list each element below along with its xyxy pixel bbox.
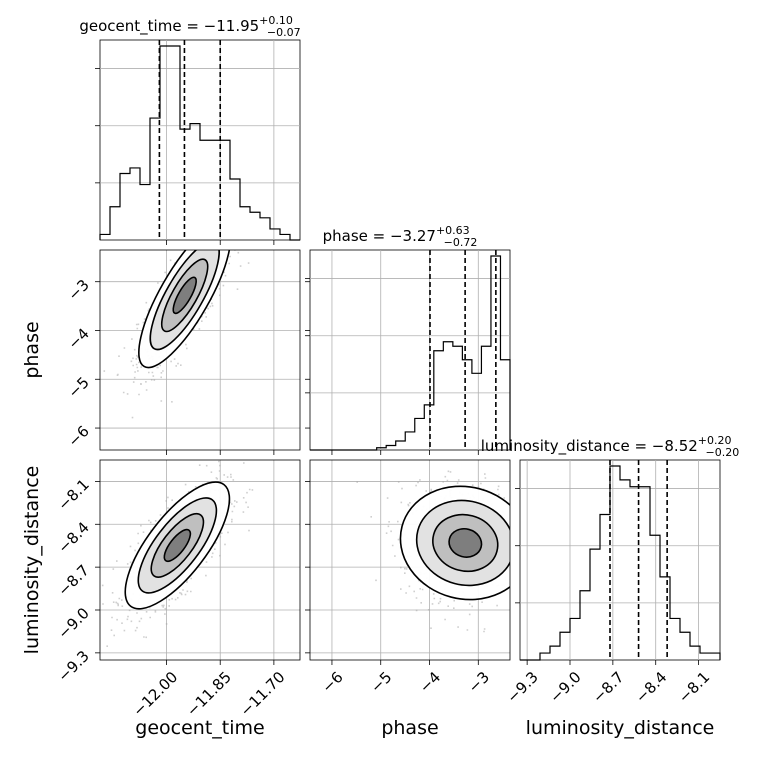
y-axis-label-phase: phase: [21, 321, 43, 378]
y-tick-label: −8.7: [54, 561, 92, 599]
hist-panel-luminosity_distance: luminosity_distance = −8.52+0.20 −0.20: [481, 434, 739, 661]
panel-content: [100, 460, 300, 660]
scatter-panel-phase-luminosity_distance: [309, 459, 511, 661]
x-tick-label: −12.00: [129, 668, 181, 720]
x-tick-label: −9.3: [503, 668, 541, 706]
y-tick-label: −9.3: [54, 647, 92, 685]
panel-title-phase: phase = −3.27+0.63 −0.72: [323, 224, 478, 249]
histogram-luminosity_distance: [520, 465, 721, 661]
histogram-phase: [310, 255, 511, 451]
x-tick-label: −6: [318, 668, 346, 696]
contour-level-3: [163, 528, 192, 563]
panel-content: [310, 460, 510, 660]
panel-frame: [99, 249, 301, 451]
hist-panel-geocent_time: geocent_time = −11.95+0.10 −0.07: [79, 14, 301, 241]
x-tick-label: −8.7: [589, 668, 627, 706]
x-tick-label: −11.70: [237, 668, 289, 720]
x-tick-label: −4: [416, 668, 444, 696]
scatter-panel-geocent_time-luminosity_distance: [99, 459, 301, 661]
x-axis-label-geocent_time: geocent_time: [135, 717, 264, 739]
panel-content: [100, 250, 300, 450]
x-tick-label: −11.85: [183, 668, 235, 720]
x-axis-label-luminosity_distance: luminosity_distance: [526, 717, 715, 739]
hist-panel-phase: phase = −3.27+0.63 −0.72: [305, 224, 511, 451]
panel-frame: [519, 459, 721, 661]
y-tick-label: −6: [64, 422, 92, 450]
x-tick-label: −8.4: [632, 668, 670, 706]
y-tick-label: −8.4: [54, 518, 92, 556]
y-axis-label-luminosity_distance: luminosity_distance: [21, 466, 43, 655]
scatter-panel-geocent_time-phase: [99, 249, 301, 451]
y-tick-label: −8.1: [54, 476, 92, 514]
x-tick-label: −8.1: [675, 668, 713, 706]
y-tick-label: −4: [64, 325, 92, 353]
contour-level-3: [172, 276, 197, 315]
panel-frame: [309, 249, 511, 451]
y-tick-label: −5: [64, 373, 92, 401]
contour-level-3: [448, 527, 483, 558]
panel-frame: [99, 459, 301, 661]
x-axis-label-phase: phase: [381, 717, 438, 739]
panel-frame: [99, 39, 301, 241]
y-tick-label: −3: [64, 276, 92, 304]
panel-frame: [309, 459, 511, 661]
panel-title-luminosity_distance: luminosity_distance = −8.52+0.20 −0.20: [481, 434, 739, 459]
x-tick-label: −9.0: [546, 668, 584, 706]
histogram-geocent_time: [99, 45, 300, 241]
y-tick-label: −9.0: [54, 604, 92, 642]
panel-title-geocent_time: geocent_time = −11.95+0.10 −0.07: [79, 14, 300, 39]
x-tick-label: −5: [367, 668, 395, 696]
x-tick-label: −3: [465, 668, 493, 696]
